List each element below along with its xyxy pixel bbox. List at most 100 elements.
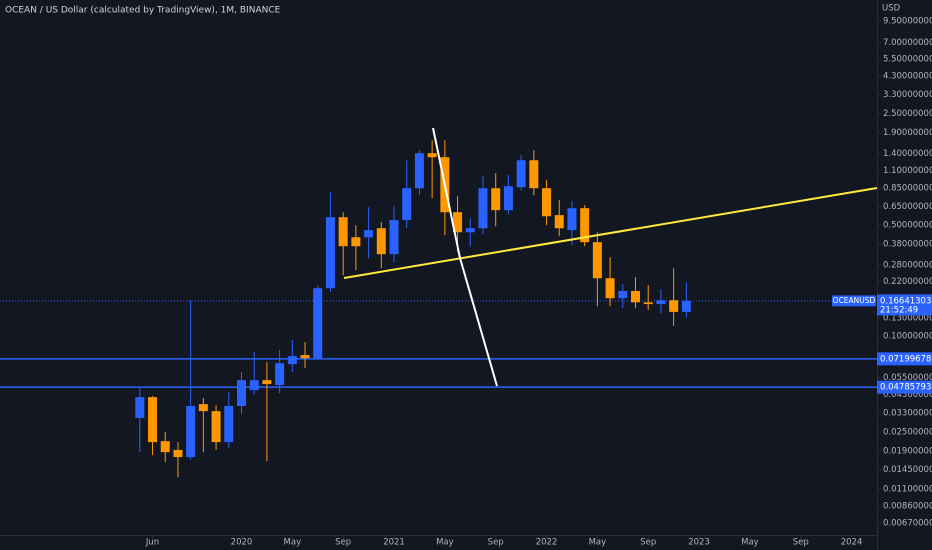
drawings [343,127,878,387]
y-tick-label: 1.10000000 [883,166,932,176]
x-tick-label: Sep [793,538,809,548]
y-axis-label: USD [882,4,901,14]
candle-body [287,356,297,365]
price-level-label: 0.07199678 [880,354,931,364]
price-level-label: 0.04785793 [880,383,931,393]
y-tick-label: 0.85000000 [883,184,932,194]
y-tick-label: 9.50000000 [883,17,932,27]
candle-body [275,363,285,386]
y-tick-label: 0.01900000 [883,446,932,456]
x-tick-label: May [589,538,607,548]
y-tick-label: 3.30000000 [883,90,932,100]
x-tick-label: Sep [488,538,504,548]
y-tick-label: 4.30000000 [883,71,932,81]
x-tick-label: Sep [335,538,351,548]
x-tick-label: 2023 [688,538,710,548]
y-tick-label: 0.50000000 [883,220,932,230]
trend-line [343,187,878,279]
x-tick-label: May [741,538,759,548]
candle-body [669,300,679,312]
price-level-tag [877,380,932,394]
candle-body [186,406,196,458]
candle-body [262,380,272,385]
x-tick-label: Jun [145,538,159,548]
candle-body [160,441,170,453]
y-tick-label: 0.03300000 [883,408,932,418]
y-tick-label: 0.04300000 [883,390,932,400]
candle-body [414,153,424,189]
x-tick-label: May [436,538,454,548]
candle-body [554,215,564,229]
x-tick-label: May [284,538,302,548]
candle-body [376,228,386,255]
candle-body [478,188,488,229]
countdown-label: 21:52:49 [880,305,918,315]
symbol-tag [832,295,876,307]
y-tick-label: 0.00860000 [883,501,932,511]
candle-body [402,188,412,221]
candle-body [567,208,577,231]
candle-body [580,208,590,243]
candle-body [148,397,158,443]
candle-body [656,300,666,305]
levels [0,300,877,388]
candle-body [236,380,246,407]
chart-title: OCEAN / US Dollar (calculated by Trading… [5,6,281,16]
candle-body [643,302,653,305]
candle-body [453,212,463,233]
candle-body [300,355,310,359]
candle-body [325,217,335,289]
y-tick-label: 0.05500000 [883,373,932,383]
candle-body [173,449,183,458]
candle-body [313,288,323,359]
candle-body [224,406,234,443]
trend-line [432,127,498,387]
y-tick-label: 0.28000000 [883,260,932,270]
candle-body [605,278,615,299]
x-tick-label: 2020 [231,538,253,548]
y-tick-label: 0.13000000 [883,313,932,323]
candle-body [427,153,437,158]
x-tick-label: 2024 [841,538,863,548]
y-tick-label: 0.00670000 [883,519,932,529]
y-tick-label: 1.40000000 [883,149,932,159]
candle-body [503,186,513,211]
candle-body [364,230,374,238]
candle-body [249,380,259,391]
y-tick-label: 0.01450000 [883,465,932,475]
candle-body [351,237,361,247]
axis: 9.50000000 7.00000000 5.50000000 4.30000000… [145,17,932,548]
candle-body [135,397,145,419]
price-level-tag [877,352,932,366]
last-price-tag [877,294,932,316]
candle-body [592,242,602,279]
candles [135,140,691,478]
candle-body [491,188,501,211]
y-tick-label: 0.10000000 [883,332,932,342]
candle-body [529,160,539,189]
y-tick-label: 0.22000000 [883,277,932,287]
y-tick-label: 7.00000000 [883,38,932,48]
candle-body [465,228,475,233]
candle-body [211,411,221,443]
candle-body [198,404,208,412]
x-tick-label: Sep [640,538,656,548]
candle-body [516,160,526,188]
candle-body [631,291,641,303]
y-tick-label: 5.50000000 [883,54,932,64]
y-tick-label: 0.38000000 [883,239,932,249]
candle-body [618,291,628,299]
symbol-label: OCEANUSD [833,296,876,305]
last-price-label: 0.16641303 [880,296,931,306]
candle-body [542,188,552,217]
y-tick-label: 0.02500000 [883,428,932,438]
candle-body [338,217,348,247]
candle-body [389,220,399,255]
y-tick-label: 0.01100000 [883,484,932,494]
y-tick-label: 0.65000000 [883,202,932,212]
y-tick-label: 1.90000000 [883,128,932,138]
y-tick-label: 2.50000000 [883,109,932,119]
